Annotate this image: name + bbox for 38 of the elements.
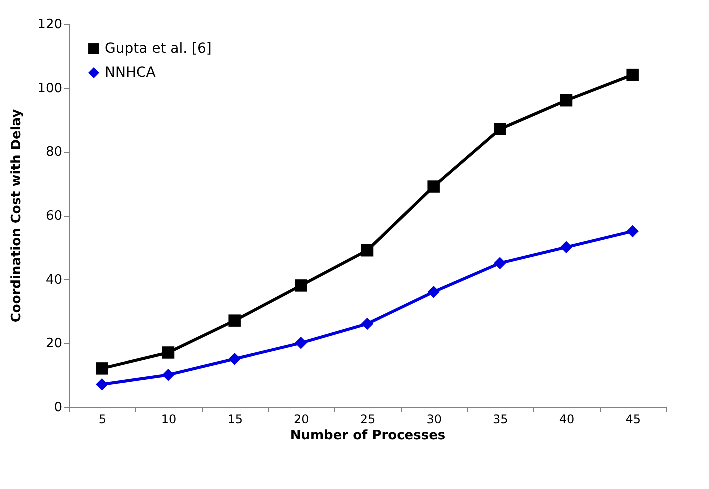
point	[361, 318, 374, 330]
y-tick-label: 40	[46, 272, 62, 288]
x-tick-label: 15	[228, 412, 243, 426]
y-axis-title: Coordination Cost with Delay	[10, 108, 25, 323]
y-tick-label: 100	[38, 81, 62, 96]
x-axis-title: Number of Processes	[290, 428, 446, 444]
point	[96, 362, 108, 375]
x-tick-label: 25	[360, 412, 376, 426]
y-tick-label: 80	[46, 145, 62, 160]
x-tick-label: 45	[626, 412, 641, 426]
x-tick-label: 35	[493, 412, 508, 426]
legend-label: Gupta et al. [6]	[105, 41, 212, 57]
point	[361, 244, 374, 257]
y-tick-label: 120	[38, 18, 62, 32]
x-tick-label: 5	[98, 412, 106, 426]
point	[560, 94, 573, 107]
x-tick-label: 10	[161, 412, 177, 426]
point	[494, 257, 506, 270]
point	[626, 225, 639, 238]
y-tick-label: 60	[46, 209, 62, 224]
y-tick-label: 20	[46, 336, 62, 352]
legend-label: NNHCA	[105, 65, 156, 81]
point	[162, 368, 175, 382]
x-tick-label: 40	[559, 412, 575, 426]
point	[228, 314, 241, 327]
x-tick-label: 20	[294, 412, 310, 426]
point	[626, 68, 639, 82]
point	[295, 337, 308, 350]
x-tick-label: 30	[426, 412, 442, 426]
point	[228, 353, 241, 366]
point	[494, 123, 506, 136]
point	[162, 346, 175, 359]
y-tick-label: 0	[54, 400, 62, 416]
point	[295, 280, 308, 292]
point	[560, 241, 573, 254]
point	[428, 286, 440, 298]
point	[96, 378, 108, 391]
point	[428, 180, 440, 193]
